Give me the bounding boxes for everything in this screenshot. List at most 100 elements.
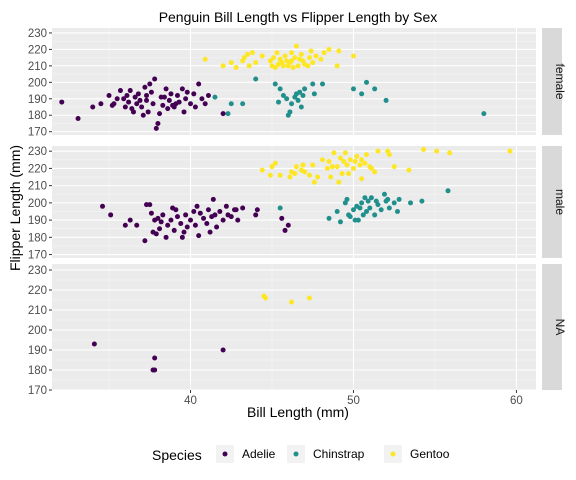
point-gentoo [272,160,278,166]
point-gentoo [318,56,324,62]
strip-background [542,264,562,390]
point-chinstrap [310,81,316,87]
point-gentoo [271,55,277,61]
point-gentoo [359,176,365,182]
point-adelie [98,101,104,107]
point-adelie [155,120,161,126]
point-adelie [214,224,220,230]
point-adelie [181,229,187,235]
point-adelie [191,91,197,97]
point-chinstrap [277,86,283,92]
point-gentoo [246,63,252,69]
point-adelie [171,227,177,233]
point-adelie [174,214,180,220]
y-tick-label: 190 [28,345,47,357]
point-adelie [196,81,202,87]
point-adelie [184,89,190,95]
point-adelie [152,76,158,82]
point-adelie [117,88,123,94]
point-adelie [181,109,187,115]
point-adelie [253,212,259,218]
point-gentoo [272,65,278,71]
point-gentoo [259,53,265,59]
point-adelie [90,104,96,110]
point-adelie [153,231,159,237]
point-gentoo [295,63,301,69]
point-adelie [199,96,205,102]
point-adelie [139,104,145,110]
y-tick-label: 230 [28,265,47,277]
point-chinstrap [362,195,368,201]
point-gentoo [364,152,370,158]
point-gentoo [320,157,326,163]
y-axis-title: Flipper Length (mm) [7,145,23,271]
legend-swatch-gentoo [390,451,396,457]
point-gentoo [289,58,295,64]
point-adelie [153,125,159,131]
point-adelie [108,212,114,218]
point-chinstrap [277,205,283,211]
point-adelie [205,92,211,98]
point-adelie [191,208,197,214]
point-gentoo [315,174,321,180]
point-adelie [179,234,185,240]
point-chinstrap [284,96,290,102]
point-gentoo [305,63,311,69]
point-chinstrap [320,81,326,87]
facet-panels: 170 180 190 200 210 220 230 female 170 180 190 200 2… [28,28,567,407]
point-gentoo [421,146,427,152]
y-tick-label: 170 [28,250,47,262]
point-adelie [168,217,174,223]
y-tick-label: 230 [28,146,47,158]
point-adelie [130,109,136,115]
y-tick-label: 170 [28,385,47,397]
point-gentoo [326,159,332,165]
y-tick-label: 180 [28,110,47,122]
point-gentoo [375,148,381,154]
point-gentoo [276,61,282,67]
point-chinstrap [297,89,303,95]
point-gentoo [329,164,335,170]
point-gentoo [280,63,286,69]
point-gentoo [337,155,343,161]
point-gentoo [220,63,226,69]
point-gentoo [249,50,255,56]
x-axis-title: Bill Length (mm) [247,404,349,420]
point-gentoo [354,153,360,159]
point-adelie [122,222,128,228]
point-adelie [279,215,285,221]
point-gentoo [202,56,208,62]
point-chinstrap [378,207,384,213]
point-gentoo [336,48,342,54]
point-adelie [144,92,150,98]
point-adelie [220,347,226,353]
point-adelie [204,221,210,227]
point-gentoo [292,171,298,177]
point-gentoo [310,60,316,66]
point-adelie [160,102,166,108]
point-gentoo [293,164,299,170]
point-gentoo [269,164,275,170]
point-adelie [147,81,153,87]
point-gentoo [311,179,317,185]
point-adelie [282,227,288,233]
point-gentoo [298,51,304,57]
point-adelie [192,222,198,228]
point-adelie [166,97,172,103]
point-adelie [194,203,200,209]
point-gentoo [406,167,412,173]
point-gentoo [313,53,319,59]
y-tick-label: 210 [28,61,47,73]
point-chinstrap [408,200,414,206]
point-chinstrap [359,91,365,97]
point-chinstrap [352,217,358,223]
strip-label: male [553,189,567,215]
point-chinstrap [394,208,400,214]
point-adelie [212,212,218,218]
point-adelie [150,101,156,107]
point-adelie [220,111,226,117]
point-chinstrap [326,215,332,221]
y-tick-label: 190 [28,215,47,227]
point-gentoo [357,162,363,168]
point-adelie [134,101,140,107]
